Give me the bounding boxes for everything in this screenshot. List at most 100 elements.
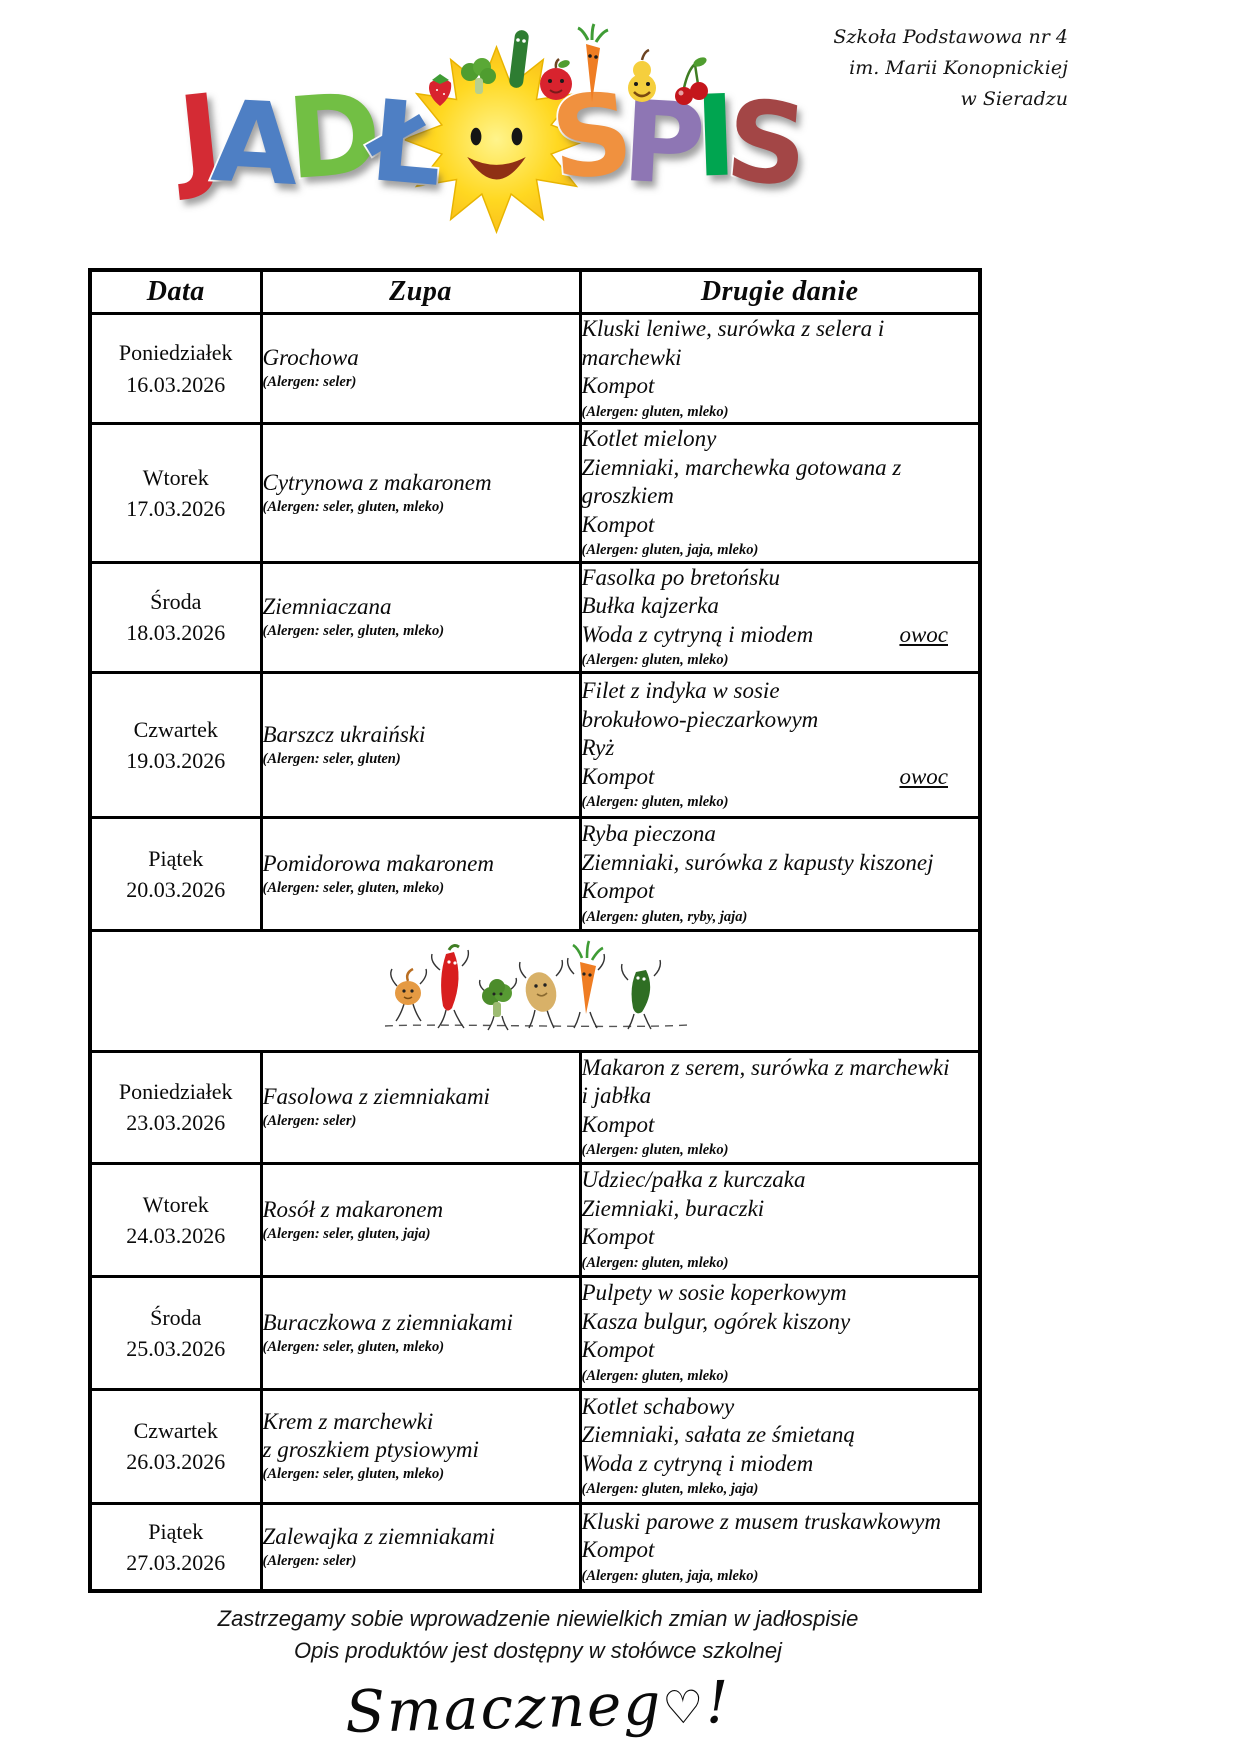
main-course-text: Kasza bulgur, ogórek kiszony — [581, 1308, 851, 1334]
soup-allergen: (Alergen: seler) — [262, 1113, 357, 1130]
main-course-cell: Makaron z serem, surówka z marchewki i ja… — [578, 1049, 982, 1165]
main-course-cell: Kluski leniwe, surówka z selera i marche… — [578, 311, 982, 426]
soup-name: Fasolowa z ziemniakami — [262, 1084, 490, 1109]
main-allergen: (Alergen: gluten, mleko, jaja) — [581, 1481, 759, 1498]
footer-note-line: Opis produktów jest dostępny w stołówce … — [294, 1638, 782, 1664]
main-allergen: (Alergen: gluten, jaja, mleko) — [581, 542, 759, 559]
main-course-cell: Kotlet mielony Ziemniaki, marchewka gotow… — [578, 422, 982, 564]
main-allergen: (Alergen: gluten, mleko) — [581, 1367, 729, 1384]
day-name: Poniedziałek — [118, 1079, 233, 1105]
date-label: 25.03.2026 — [126, 1335, 226, 1361]
soup-name: Zalewajka z ziemniakami — [262, 1523, 496, 1549]
main-allergen: (Alergen: gluten, ryby, jaja) — [581, 908, 748, 925]
main-course-line: i jabłka — [582, 1082, 979, 1111]
menu-row: Wtorek 17.03.2026 Cytrynowa z makaronem (Al… — [88, 422, 982, 564]
main-allergen: (Alergen: gluten, mleko) — [581, 652, 729, 669]
main-course-line: Woda z cytryną i miodem owoc — [582, 621, 979, 650]
jadlospis-logo: JADŁ SPIS — [171, 23, 820, 237]
cucumber-icon — [509, 30, 529, 88]
main-course-text: Kompot — [581, 763, 655, 789]
main-course-line: Ziemniaki, marchewka gotowana z groszkie… — [582, 454, 979, 511]
day-cell: Wtorek 24.03.2026 — [88, 1161, 263, 1278]
school-name-line: w Sieradzu — [960, 87, 1068, 110]
main-course-line: Kompot — [582, 1223, 979, 1252]
potato-icon — [518, 960, 564, 1029]
main-course-text: Kotlet mielony — [581, 426, 717, 452]
soup-cell: Krem z marchewki z groszkiem ptysiowymi (A… — [259, 1387, 582, 1505]
main-course-line: Ziemniaki, surówka z kapusty kiszonej — [582, 849, 979, 878]
day-cell: Czwartek 26.03.2026 — [88, 1387, 263, 1505]
soup-cell: Fasolowa z ziemniakami (Alergen: seler) — [259, 1049, 582, 1165]
menu-row: Poniedziałek 16.03.2026 Grochowa (Alergen: … — [88, 311, 982, 426]
sun-icon — [399, 42, 594, 237]
main-course-cell: Filet z indyka w sosie brokułowo-pieczark… — [578, 670, 982, 819]
soup-cell: Rosół z makaronem (Alergen: seler, gluten… — [259, 1161, 582, 1278]
main-course-text: Kompot — [581, 373, 655, 399]
main-course-text: Kompot — [581, 511, 655, 537]
main-allergen: (Alergen: gluten, mleko) — [581, 403, 729, 420]
main-course-line: Kluski leniwe, surówka z selera i marche… — [582, 315, 979, 372]
main-course-text: Kluski parowe z musem truskawkowym — [581, 1508, 941, 1534]
soup-allergen: (Alergen: seler, gluten, mleko) — [262, 1338, 445, 1355]
menu-row: Wtorek 24.03.2026 Rosół z makaronem (Alerge… — [88, 1161, 982, 1278]
page-header: Szkoła Podstawowa nr 4 im. Marii Konopni… — [0, 0, 1240, 268]
soup-name: Rosół z makaronem — [262, 1196, 444, 1222]
main-course-line: Kompot — [582, 1336, 979, 1365]
school-name-line: im. Marii Konopnickiej — [849, 56, 1068, 79]
carrot-icon — [577, 23, 609, 102]
soup-name: Barszcz ukraiński — [262, 721, 426, 747]
soup-cell: Cytrynowa z makaronem (Alergen: seler, gl… — [259, 422, 582, 564]
smacznego-exclamation: ! — [704, 1668, 732, 1737]
soup-name: Ziemniaczana — [262, 593, 392, 619]
column-header-drugie-danie: Drugie danie — [578, 268, 982, 315]
day-name: Wtorek — [142, 1191, 209, 1217]
main-course-text: Kompot — [581, 1111, 655, 1137]
day-name: Poniedziałek — [118, 340, 233, 366]
main-course-cell: Kotlet schabowy Ziemniaki, sałata ze śmie… — [578, 1387, 982, 1505]
main-course-line: Kompot — [582, 877, 979, 906]
main-course-text: Ziemniaki, sałata ze śmietaną — [581, 1422, 855, 1448]
date-label: 17.03.2026 — [126, 495, 226, 521]
main-course-cell: Ryba pieczona Ziemniaki, surówka z kapust… — [578, 815, 982, 932]
school-name: Szkoła Podstawowa nr 4 im. Marii Konopni… — [833, 22, 1068, 114]
main-course-text: Ziemniaki, surówka z kapusty kiszonej — [581, 849, 934, 875]
date-label: 18.03.2026 — [126, 620, 226, 646]
logo-fruits-icons — [429, 23, 708, 106]
main-course-line: Bułka kajzerka — [582, 592, 979, 621]
soup-allergen: (Alergen: seler, gluten) — [262, 750, 401, 767]
soup-cell: Barszcz ukraiński (Alergen: seler, gluten… — [259, 670, 582, 819]
soup-cell: Ziemniaczana (Alergen: seler, gluten, mle… — [259, 560, 582, 674]
menu-row: Czwartek 19.03.2026 Barszcz ukraiński (Aler… — [88, 670, 982, 819]
fruit-note: owoc — [899, 621, 948, 647]
smacznego-signature: Smaczneg♡! — [87, 1661, 988, 1753]
soup-allergen: (Alergen: seler, gluten, mleko) — [262, 879, 445, 896]
day-name: Środa — [150, 1304, 202, 1330]
day-name: Piątek — [148, 845, 204, 871]
menu-table-body: Poniedziałek 16.03.2026 Grochowa (Alergen: … — [88, 311, 982, 1593]
main-course-cell: Kluski parowe z musem truskawkowym Kompot… — [578, 1501, 982, 1593]
main-course-cell: Pulpety w sosie koperkowym Kasza bulgur, … — [578, 1274, 982, 1391]
main-course-text: Udziec/pałka z kurczaka — [581, 1167, 806, 1193]
menu-row: Piątek 27.03.2026 Zalewajka z ziemniakami (… — [88, 1501, 982, 1593]
main-course-text: Pulpety w sosie koperkowym — [581, 1280, 847, 1306]
main-course-text: Ryż — [581, 735, 615, 761]
day-name: Piątek — [148, 1518, 204, 1544]
onion-icon — [390, 968, 428, 1022]
main-course-line: Kasza bulgur, ogórek kiszony — [582, 1308, 979, 1337]
pear-icon — [628, 48, 656, 102]
main-course-line: Makaron z serem, surówka z marchewki — [582, 1054, 979, 1083]
main-allergen: (Alergen: gluten, mleko) — [581, 1254, 729, 1271]
soup-allergen: (Alergen: seler, gluten, mleko) — [262, 623, 445, 640]
day-cell: Poniedziałek 23.03.2026 — [88, 1049, 263, 1165]
main-course-line: Kompot — [582, 1536, 979, 1565]
main-course-text: Kompot — [581, 1224, 655, 1250]
main-course-line: Woda z cytryną i miodem — [582, 1450, 979, 1479]
soup-allergen: (Alergen: seler, gluten, jaja) — [262, 1225, 431, 1242]
menu-row: Czwartek 26.03.2026 Krem z marchewki z gros… — [88, 1387, 982, 1505]
day-name: Środa — [150, 589, 202, 615]
menu-row: Piątek 20.03.2026 Pomidorowa makaronem (Ale… — [88, 815, 982, 932]
day-cell: Środa 25.03.2026 — [88, 1274, 263, 1391]
soup-name: Krem z marchewki — [262, 1409, 434, 1435]
main-course-line: Ryż — [582, 734, 979, 763]
main-course-line: Ziemniaki, buraczki — [582, 1195, 979, 1224]
